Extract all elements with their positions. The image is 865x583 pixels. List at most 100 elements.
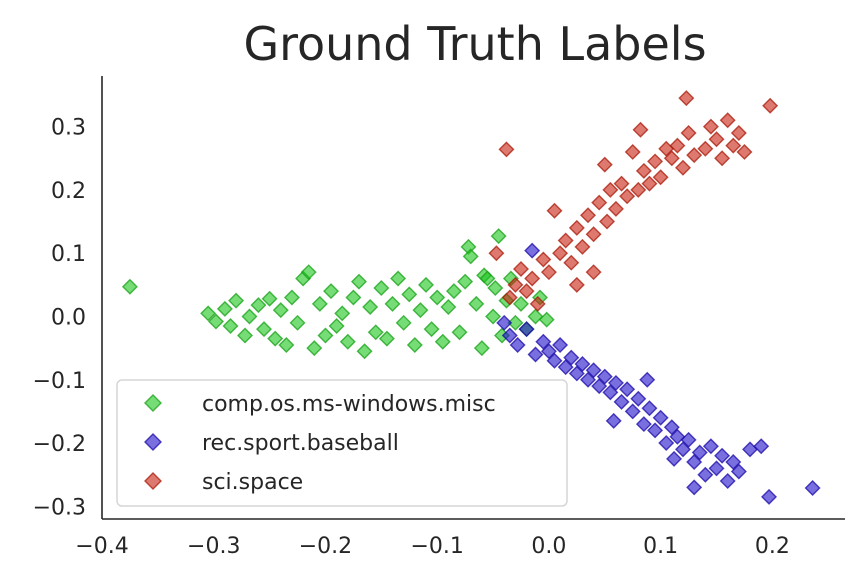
data-point — [708, 131, 725, 148]
data-point — [725, 454, 742, 471]
data-point — [462, 248, 479, 265]
data-point — [479, 270, 496, 287]
data-point — [708, 460, 725, 477]
data-point — [613, 175, 630, 192]
data-point — [680, 431, 697, 448]
data-point — [412, 302, 429, 319]
data-point — [607, 200, 624, 217]
y-tick-label: 0.3 — [51, 116, 86, 141]
data-point — [669, 137, 686, 154]
data-point — [635, 416, 652, 433]
data-point — [678, 90, 695, 107]
data-point — [624, 143, 641, 160]
data-point — [501, 327, 518, 344]
data-point — [440, 299, 457, 315]
data-point — [725, 137, 742, 154]
data-point — [546, 352, 563, 369]
data-point — [222, 317, 239, 334]
data-point — [663, 150, 680, 167]
y-tick-label: −0.1 — [33, 369, 86, 394]
data-point — [345, 289, 362, 306]
data-point — [580, 371, 597, 388]
data-point — [289, 314, 306, 331]
data-point — [652, 169, 669, 186]
data-point — [585, 264, 602, 281]
data-point — [702, 438, 719, 455]
legend-label: sci.space — [202, 470, 303, 495]
legend-marker — [144, 394, 162, 412]
data-point — [501, 289, 518, 306]
y-ticks: −0.3 −0.2 −0.1 0.0 0.1 0.2 0.3 — [33, 116, 86, 521]
data-point — [367, 324, 384, 341]
data-point — [607, 374, 624, 391]
data-point — [507, 314, 524, 331]
y-tick-label: 0.1 — [51, 242, 86, 267]
legend-item: rec.sport.baseball — [144, 431, 399, 456]
data-point — [328, 317, 345, 334]
data-point — [390, 270, 407, 287]
chart-title: Ground Truth Labels — [243, 17, 706, 71]
data-point — [485, 308, 502, 325]
legend-items: comp.os.ms-windows.misc rec.sport.basebal… — [144, 392, 496, 495]
data-point — [306, 340, 323, 357]
legend-label: rec.sport.baseball — [202, 431, 399, 456]
data-point — [540, 343, 557, 360]
data-point — [529, 295, 546, 312]
data-point — [675, 159, 691, 176]
y-tick-label: −0.2 — [33, 432, 86, 457]
data-point — [498, 141, 515, 158]
data-point — [334, 305, 351, 322]
data-point — [557, 359, 574, 376]
data-point — [591, 194, 608, 211]
data-point — [261, 290, 278, 307]
data-point — [488, 245, 505, 262]
data-point — [580, 207, 597, 224]
data-point — [568, 276, 585, 293]
data-point — [468, 295, 485, 312]
data-point — [663, 419, 680, 436]
data-point — [350, 273, 367, 290]
data-point — [512, 261, 529, 278]
data-point — [401, 286, 418, 303]
data-point — [568, 365, 585, 382]
y-tick-label: −0.3 — [33, 495, 86, 520]
data-point — [697, 140, 714, 157]
data-point — [753, 438, 770, 455]
data-point — [378, 330, 395, 347]
data-point — [585, 362, 602, 379]
series-1 — [496, 242, 821, 505]
legend-item: sci.space — [144, 470, 303, 495]
data-point — [538, 311, 555, 328]
data-point — [283, 289, 300, 306]
data-point — [568, 219, 585, 236]
data-point — [418, 276, 435, 293]
data-point — [624, 403, 641, 420]
data-point — [272, 302, 289, 319]
data-point — [730, 124, 747, 141]
data-point — [445, 283, 462, 300]
data-point — [241, 308, 258, 325]
data-point — [278, 336, 295, 353]
data-point — [317, 327, 334, 344]
data-point — [256, 321, 272, 338]
data-point — [487, 280, 504, 296]
data-point — [300, 264, 317, 281]
data-point — [518, 321, 535, 338]
data-point — [585, 226, 602, 243]
data-point — [373, 280, 390, 296]
data-point — [216, 300, 233, 317]
legend-marker — [144, 433, 162, 451]
data-point — [697, 466, 714, 483]
data-point — [423, 321, 440, 338]
data-point — [457, 273, 474, 290]
data-point — [602, 181, 619, 198]
data-point — [686, 479, 703, 496]
y-tick-label: 0.0 — [51, 305, 86, 330]
data-point — [804, 480, 821, 496]
data-point — [524, 242, 541, 259]
legend: comp.os.ms-windows.misc rec.sport.basebal… — [116, 379, 568, 507]
data-point — [546, 202, 563, 219]
legend-item: comp.os.ms-windows.misc — [144, 392, 496, 417]
data-point — [652, 409, 669, 426]
data-point — [591, 378, 608, 395]
